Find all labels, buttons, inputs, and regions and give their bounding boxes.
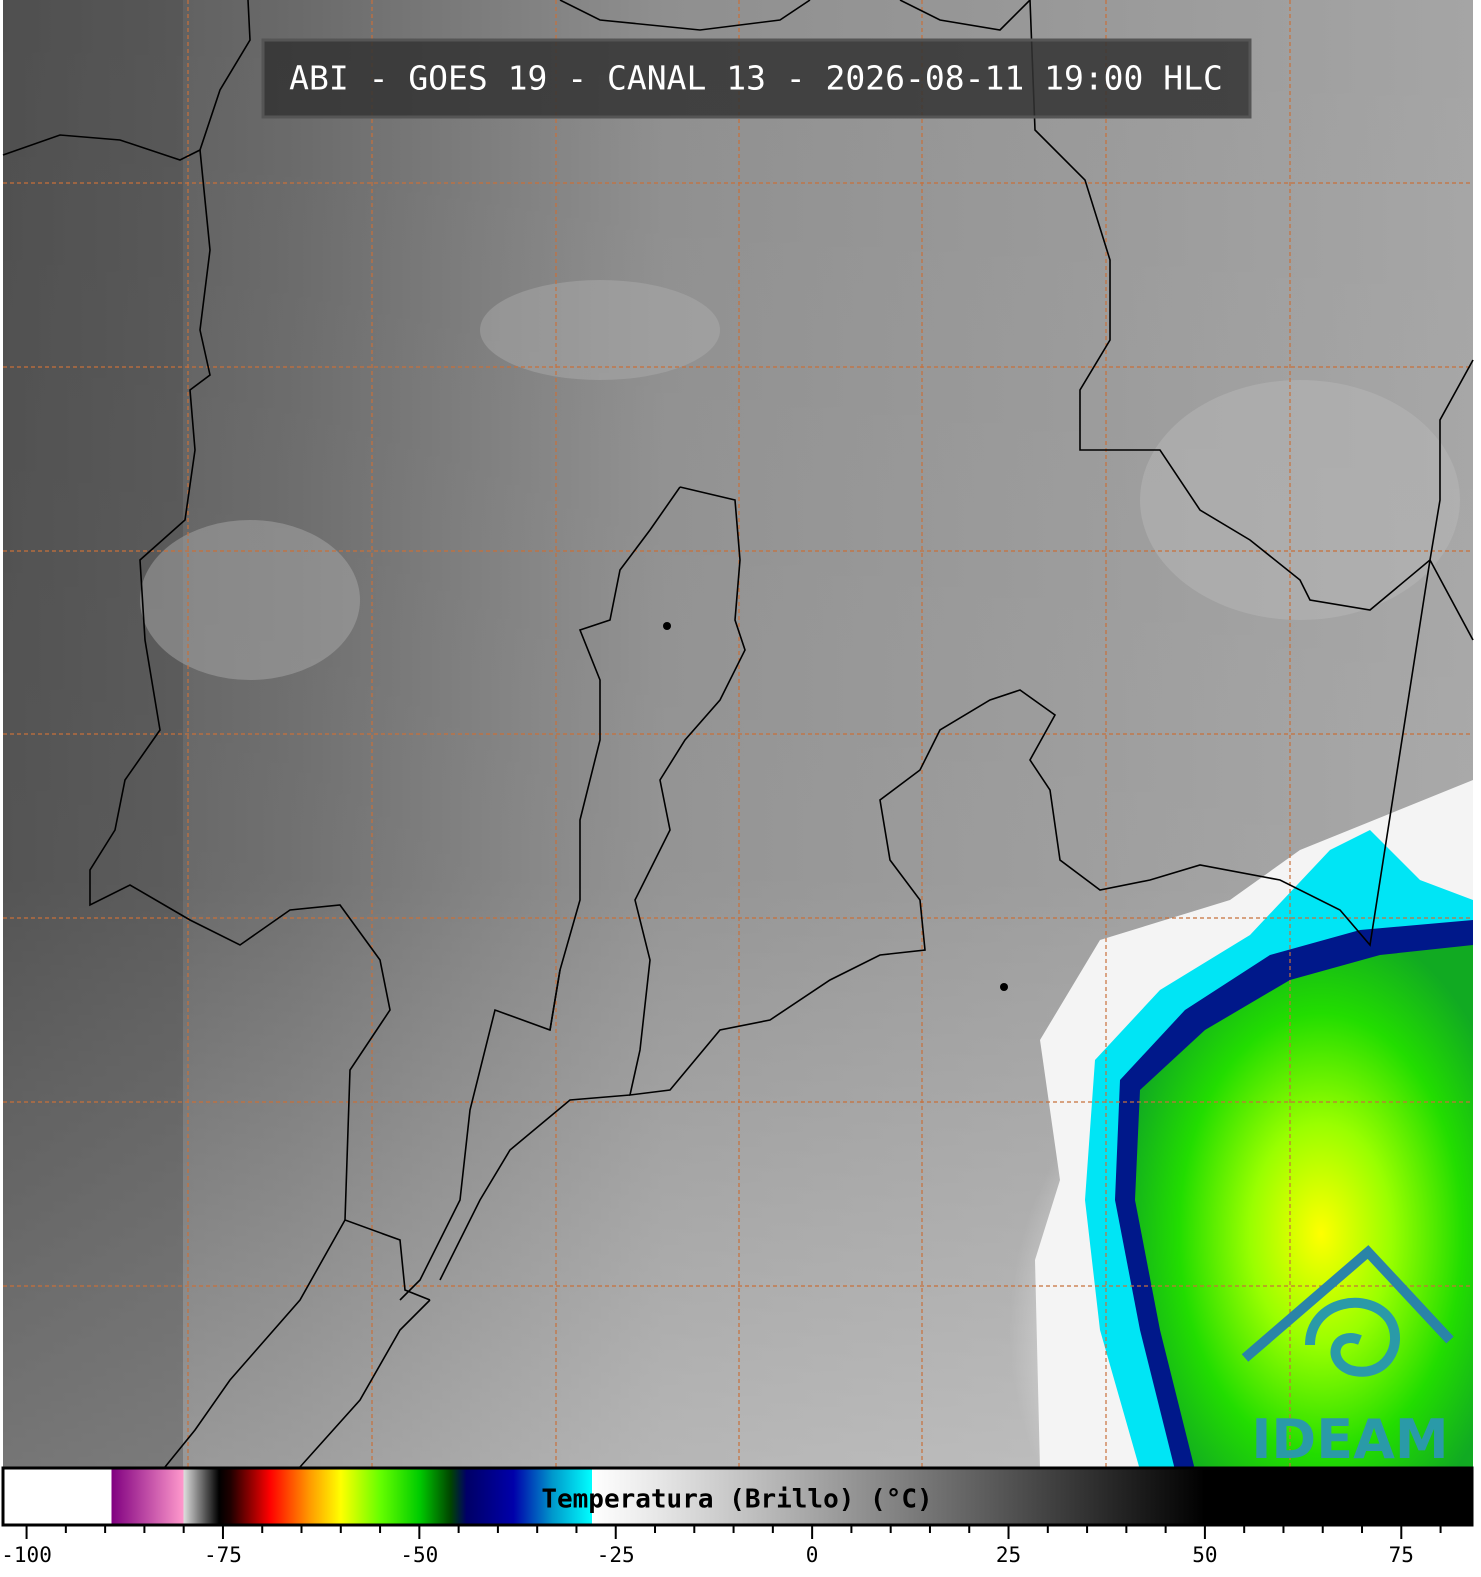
colorbar-label: Temperatura (Brillo) (°C) xyxy=(541,1485,932,1515)
satellite-image xyxy=(3,0,1473,1470)
logo-text: IDEAM xyxy=(1251,1408,1448,1471)
grid xyxy=(3,0,1473,1467)
boundaries xyxy=(2,0,1474,1468)
x-tick-label: 50 xyxy=(1192,1543,1217,1567)
x-tick-label: -50 xyxy=(400,1543,438,1567)
x-tick-label: 25 xyxy=(996,1543,1021,1567)
x-tick-label: 75 xyxy=(1389,1543,1414,1567)
colorbar-fill xyxy=(1,1466,1474,1527)
colorbar: Temperatura (Brillo) (°C) -100 -75 -50 -25 0 2… xyxy=(1,1466,1474,1567)
title-box: ABI - GOES 19 - CANAL 13 - 2026-08-11 19… xyxy=(261,38,1252,119)
x-tick-label: -25 xyxy=(597,1543,635,1567)
x-tick-label: -100 xyxy=(1,1543,52,1567)
x-tick-label: 0 xyxy=(806,1543,819,1567)
x-tick-label: -75 xyxy=(204,1543,242,1567)
title: ABI - GOES 19 - CANAL 13 - 2026-08-11 19… xyxy=(289,59,1223,98)
logo: IDEAM xyxy=(1241,1245,1454,1471)
